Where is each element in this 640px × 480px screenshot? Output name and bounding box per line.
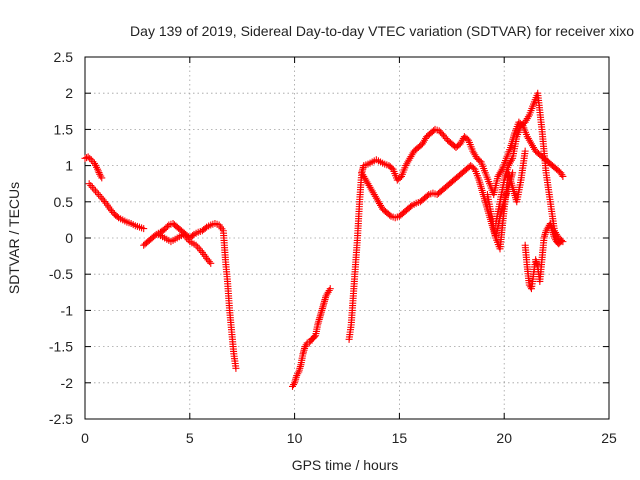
data-point	[556, 239, 564, 247]
series-segment-3e	[483, 147, 529, 253]
series-segment-3d	[521, 220, 565, 293]
data-point	[90, 185, 98, 193]
series-segment-1a	[81, 153, 106, 182]
series-segment-3c	[492, 89, 567, 246]
data-point	[91, 187, 99, 195]
data-point	[87, 182, 95, 190]
data-points	[81, 89, 567, 390]
y-axis-ticks: 2.5 2 1.5 1 0.5 0 -0.5 -1 -1.5 -2 -2.5	[49, 49, 73, 427]
data-point	[98, 174, 106, 182]
data-point	[232, 364, 240, 372]
data-point	[205, 258, 213, 266]
data-point	[557, 238, 565, 246]
y-tick-label: 0	[65, 230, 73, 246]
x-axis-ticks: 0 5 10 15 20 25	[81, 430, 617, 446]
data-point	[195, 245, 203, 253]
x-tick-label: 20	[496, 430, 512, 446]
data-point	[95, 169, 103, 177]
y-tick-label: -1	[61, 302, 74, 318]
data-point	[521, 147, 529, 155]
y-tick-label: 2	[65, 85, 73, 101]
data-point	[101, 198, 109, 206]
y-tick-label: 1.5	[54, 121, 74, 137]
tick-marks	[84, 56, 610, 420]
data-point	[95, 191, 103, 199]
chart-title: Day 139 of 2019, Sidereal Day-to-day VTE…	[130, 23, 634, 39]
x-axis-label: GPS time / hours	[292, 457, 399, 473]
series-segment-3a	[345, 118, 567, 343]
x-tick-label: 10	[287, 430, 303, 446]
y-tick-label: -2	[61, 375, 74, 391]
data-point	[88, 183, 96, 191]
x-tick-label: 25	[601, 430, 617, 446]
data-point	[85, 180, 93, 188]
data-point	[83, 154, 91, 162]
data-point	[93, 189, 101, 197]
data-point	[326, 285, 334, 293]
series-segment-1b	[85, 180, 148, 233]
series-segment-1d	[154, 230, 215, 267]
y-axis-label: SDTVAR / TECUs	[6, 182, 22, 294]
y-tick-label: 2.5	[54, 49, 74, 65]
x-tick-label: 0	[81, 430, 89, 446]
data-point	[86, 154, 94, 162]
data-point	[207, 259, 215, 267]
data-point	[140, 225, 148, 233]
y-tick-label: -2.5	[49, 411, 73, 427]
y-tick-label: 0.5	[54, 194, 74, 210]
x-tick-label: 15	[392, 430, 408, 446]
y-tick-label: -1.5	[49, 339, 73, 355]
data-point	[84, 153, 92, 161]
data-point	[311, 333, 319, 341]
y-tick-label: 1	[65, 158, 73, 174]
data-point	[194, 243, 202, 251]
series-segment-2	[289, 285, 334, 390]
data-point	[94, 165, 102, 173]
x-tick-label: 5	[186, 430, 194, 446]
y-tick-label: -0.5	[49, 266, 73, 282]
data-point	[94, 167, 102, 175]
data-point	[559, 172, 567, 180]
